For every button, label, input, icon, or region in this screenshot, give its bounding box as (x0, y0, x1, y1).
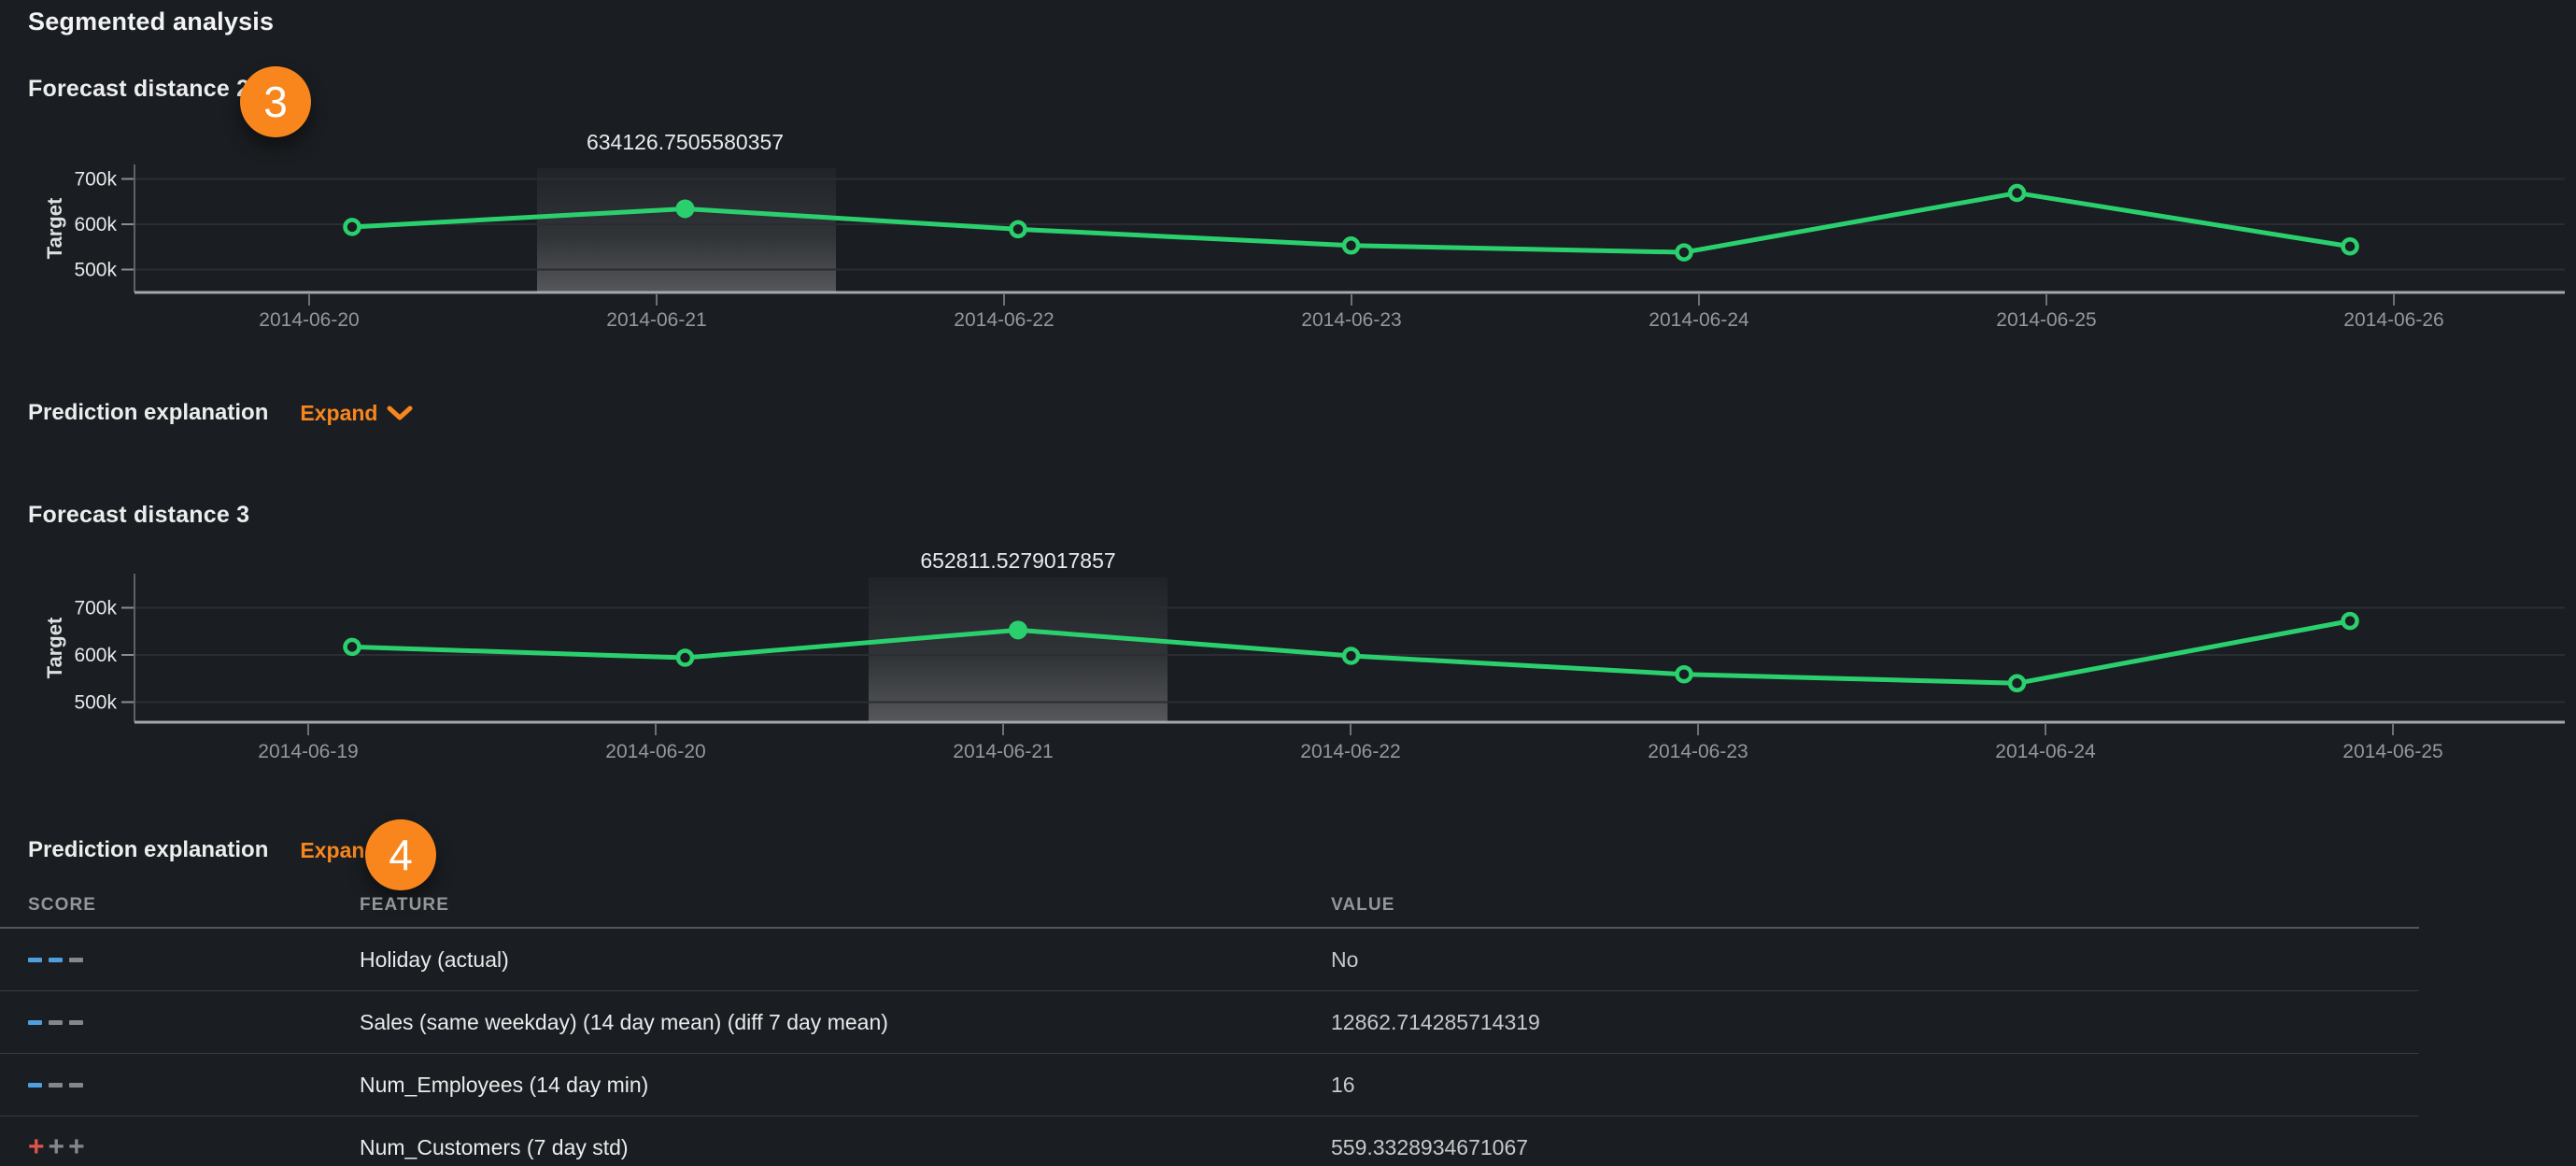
prediction-value-annotation: 634126.7505580357 (587, 130, 784, 154)
x-axis-date-label: 2014-06-19 (258, 741, 358, 762)
x-axis-date-label: 2014-06-25 (1996, 309, 2096, 331)
chevron-down-icon (387, 405, 413, 420)
score-plus-icon: + (48, 1131, 65, 1162)
forecast-highlight-band (537, 168, 836, 292)
prediction-explanation-table: SCORE FEATURE VALUE Holiday (actual) No Sa… (0, 883, 2419, 1166)
data-point (675, 648, 695, 667)
data-point (1675, 664, 1693, 684)
y-axis-tick-label: 700k (74, 598, 117, 619)
data-point (1009, 220, 1027, 239)
table-row: Holiday (actual) No (0, 929, 2419, 991)
data-point (2341, 611, 2359, 631)
prediction-explanation-label-2: Prediction explanation (28, 837, 269, 862)
x-axis-date-label: 2014-06-23 (1301, 309, 1401, 331)
score-dash-icon (69, 1082, 83, 1088)
table-row: Sales (same weekday) (14 day mean) (diff… (0, 991, 2419, 1054)
prediction-value-annotation: 652811.5279017857 (920, 548, 1115, 573)
table-header-feature: FEATURE (360, 894, 450, 915)
feature-cell: Num_Customers (7 day std) (360, 1134, 629, 1159)
value-cell: 12862.714285714319 (1331, 1009, 1540, 1034)
score-dash-icon (49, 957, 63, 962)
x-axis-date-label: 2014-06-21 (953, 741, 1053, 762)
table-body: Holiday (actual) No Sales (same weekday) (… (0, 929, 2419, 1166)
x-axis-date-label: 2014-06-24 (1995, 741, 2096, 762)
y-axis-title: Target (43, 197, 66, 259)
expand-label-2: Expand (300, 837, 378, 862)
score-cell (28, 1082, 360, 1088)
table-header-score: SCORE (28, 894, 97, 915)
score-cell (28, 957, 360, 962)
data-point (2007, 674, 2027, 693)
score-plus-icon: + (28, 1131, 45, 1162)
forecast-distance-3-heading: Forecast distance 3 (28, 502, 250, 528)
expand-link-1[interactable]: Expand (300, 401, 413, 426)
annotation-badge-3: 3 (240, 66, 311, 137)
x-axis-date-label: 2014-06-21 (606, 309, 706, 331)
prediction-explanation-label-1: Prediction explanation (28, 400, 269, 425)
data-point-highlighted (675, 199, 695, 219)
annotation-badge-3-number: 3 (263, 78, 288, 126)
x-axis-date-label: 2014-06-22 (954, 309, 1054, 331)
data-point (343, 218, 361, 236)
score-dash-icon (28, 1019, 42, 1025)
prediction-explanation-row-1: Prediction explanation Expand (28, 400, 413, 426)
y-axis-tick-label: 700k (74, 169, 117, 191)
feature-cell: Holiday (actual) (360, 946, 509, 972)
forecast-distance-2-heading: Forecast distance 2 (28, 76, 250, 102)
x-axis-date-label: 2014-06-20 (259, 309, 359, 331)
table-row: + + + Num_Customers (7 day std) 559.33289346… (0, 1116, 2419, 1166)
value-cell: 559.3328934671067 (1331, 1134, 1529, 1159)
table-row: Num_Employees (14 day min) 16 (0, 1054, 2419, 1116)
annotation-badge-4-number: 4 (389, 831, 413, 879)
score-plus-icon: + (68, 1131, 85, 1162)
page-title: Segmented analysis (28, 7, 275, 36)
score-dash-icon (49, 1082, 63, 1088)
data-point (1341, 647, 1361, 665)
data-point (1675, 243, 1693, 262)
y-axis-tick-label: 500k (74, 260, 117, 281)
data-point (2341, 237, 2359, 256)
y-axis-tick-label: 600k (74, 645, 117, 666)
score-cell (28, 1019, 360, 1025)
x-axis-date-label: 2014-06-25 (2342, 741, 2442, 762)
score-cell: + + + (28, 1131, 360, 1162)
value-cell: No (1331, 946, 1359, 972)
table-header-value: VALUE (1331, 894, 1395, 915)
score-dash-icon (49, 1019, 63, 1025)
value-cell: 16 (1331, 1072, 1355, 1097)
score-dash-icon (28, 957, 42, 962)
data-point (2007, 183, 2027, 203)
score-dash-icon (28, 1082, 42, 1088)
expand-label-1: Expand (300, 400, 378, 425)
y-axis-tick-label: 500k (74, 692, 117, 714)
x-axis-date-label: 2014-06-22 (1300, 741, 1400, 762)
table-header-row: SCORE FEATURE VALUE (0, 883, 2419, 929)
score-dash-icon (69, 1019, 83, 1025)
x-axis-date-label: 2014-06-24 (1649, 309, 1749, 331)
feature-cell: Sales (same weekday) (14 day mean) (diff… (360, 1009, 888, 1034)
x-axis-date-label: 2014-06-20 (605, 741, 705, 762)
data-point (343, 637, 361, 657)
data-point (1341, 236, 1361, 255)
x-axis-date-label: 2014-06-23 (1648, 741, 1748, 762)
forecast-highlight-band (869, 577, 1168, 722)
score-dash-icon (69, 957, 83, 962)
data-point-highlighted (1009, 620, 1027, 640)
y-axis-title: Target (43, 617, 66, 678)
y-axis-tick-label: 600k (74, 214, 117, 235)
prediction-explanation-row-2: Prediction explanation Expand (28, 837, 402, 863)
annotation-badge-4: 4 (365, 819, 436, 890)
x-axis-date-label: 2014-06-26 (2343, 309, 2443, 331)
feature-cell: Num_Employees (14 day min) (360, 1072, 649, 1097)
